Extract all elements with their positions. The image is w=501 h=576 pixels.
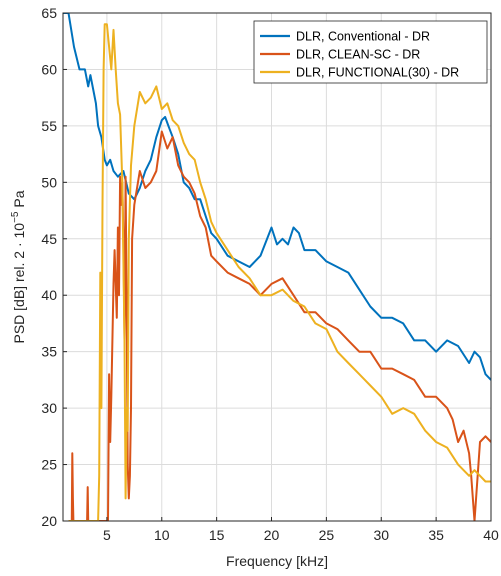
- y-tick-label: 20: [41, 513, 57, 529]
- plot-frame: [62, 12, 492, 522]
- y-axis-label: PSD [dB] rel. 2 · 10−5 Pa: [10, 190, 27, 343]
- x-tick-label: 40: [483, 527, 499, 543]
- y-axis-label-unit: Pa: [11, 190, 27, 211]
- y-tick-label: 45: [41, 231, 57, 247]
- y-tick-label: 65: [41, 5, 57, 21]
- legend-box: [253, 20, 488, 84]
- legend-label: DLR, FUNCTIONAL(30) - DR: [296, 66, 459, 80]
- legend: DLR, Conventional - DR DLR, CLEAN-SC - DR…: [253, 20, 488, 84]
- x-axis-label: Frequency [kHz]: [226, 553, 328, 569]
- y-axis-label-exponent: −5: [10, 211, 21, 223]
- x-tick-label: 35: [428, 527, 444, 543]
- y-tick-label: 35: [41, 344, 57, 360]
- series-group: [63, 13, 491, 521]
- y-tick-label: 40: [41, 287, 57, 303]
- y-tick-label: 30: [41, 400, 57, 416]
- x-tick-label: 15: [209, 527, 225, 543]
- series-line-2: [70, 130, 491, 521]
- x-tick-label: 5: [103, 527, 111, 543]
- x-tick-label: 10: [154, 527, 170, 543]
- x-tick-label: 25: [319, 527, 335, 543]
- y-tick-label: 50: [41, 174, 57, 190]
- x-axis-ticks: 5 10 15 20 25 30 35 40: [103, 517, 499, 543]
- y-tick-label: 55: [41, 118, 57, 134]
- legend-label: DLR, CLEAN-SC - DR: [296, 48, 420, 62]
- y-axis-label-main: PSD [dB] rel. 2 · 10: [11, 223, 27, 344]
- y-tick-label: 60: [41, 61, 57, 77]
- plot-area: [63, 13, 491, 521]
- x-tick-label: 30: [373, 527, 389, 543]
- x-tick-label: 20: [264, 527, 280, 543]
- series-line-3: [68, 23, 491, 521]
- y-axis-ticks: 20 25 30 35 40 45 50 55 60 65: [41, 5, 67, 529]
- y-tick-label: 25: [41, 457, 57, 473]
- legend-label: DLR, Conventional - DR: [296, 30, 430, 44]
